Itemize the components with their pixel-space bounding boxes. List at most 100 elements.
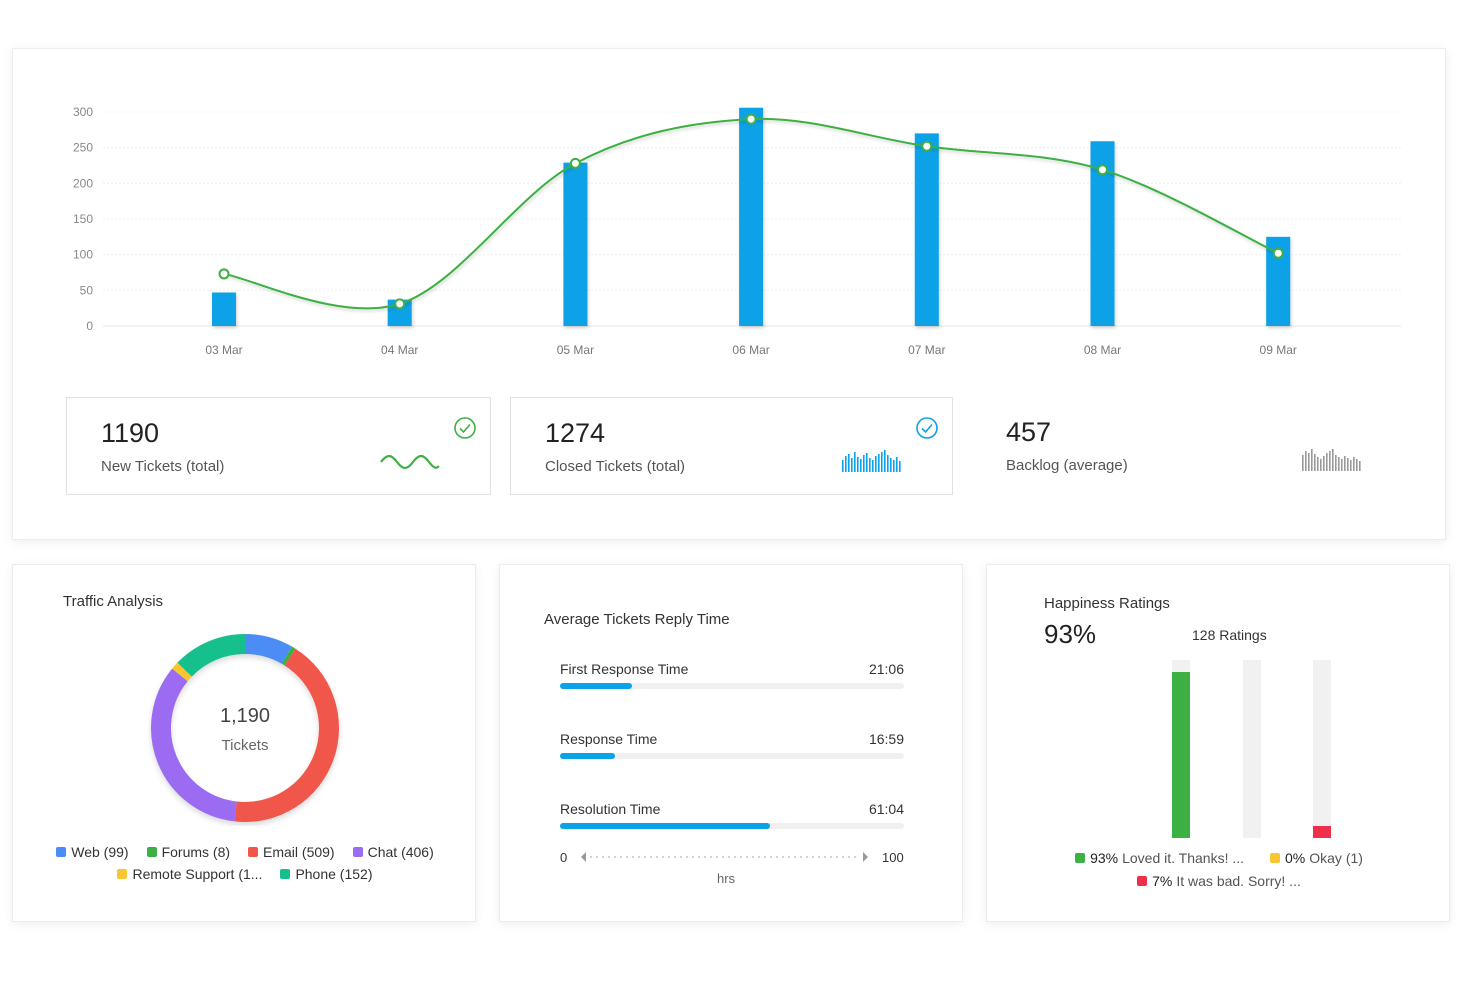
metric-value: 21:06	[868, 661, 904, 677]
donut-segment	[151, 668, 238, 822]
metric-fill	[560, 683, 633, 689]
new-tickets-sparkline-icon	[380, 454, 440, 470]
spark-bar	[1359, 461, 1361, 471]
spark-bar	[1302, 455, 1304, 471]
new-tickets-value: 1190	[101, 418, 160, 448]
x-tick-label: 07 Mar	[908, 343, 945, 357]
spark-bar	[1329, 451, 1331, 471]
scale-range-slider[interactable]	[580, 850, 870, 864]
legend-item-web[interactable]: Web (99)	[56, 844, 129, 860]
spark-bar	[1326, 453, 1328, 471]
legend-item-loved[interactable]: 93% Loved it. Thanks! ...	[1075, 850, 1244, 866]
legend-item-remote-support[interactable]: Remote Support (1...	[117, 866, 262, 882]
check-circle-icon	[454, 417, 476, 439]
donut-segment	[244, 634, 292, 665]
metric-value: 16:59	[868, 731, 904, 747]
spark-bar	[1350, 460, 1352, 471]
new-tickets-stat[interactable]: 1190 New Tickets (total)	[66, 397, 491, 495]
spark-bar	[884, 450, 886, 472]
spark-bar	[1320, 459, 1322, 471]
rating-bar-fill	[1313, 825, 1331, 838]
closed-tickets-stat[interactable]: 1274 Closed Tickets (total)	[510, 397, 953, 495]
spark-bar	[1314, 454, 1316, 471]
legend-label: Forums (8)	[161, 844, 231, 860]
spark-bar	[1308, 453, 1310, 471]
backlog-sparkbars-icon	[1302, 449, 1361, 471]
closed-tickets-sparkbars-icon	[842, 450, 901, 472]
legend-item-forums[interactable]: Forums (8)	[146, 844, 231, 860]
metric-fill	[560, 753, 616, 759]
spark-bar	[866, 453, 868, 472]
spark-bar	[860, 459, 862, 472]
legend-label: Email (509)	[263, 844, 335, 860]
rating-bar-loved[interactable]	[1172, 660, 1190, 838]
spark-bar	[878, 454, 880, 472]
legend-swatch	[248, 847, 259, 857]
spark-bar	[1338, 457, 1340, 471]
ticket-trend-card: 0 50 100 150 200 250 300 03 Mar 04 Mar 05 Mar 06 M…	[12, 48, 1446, 540]
spark-bar	[1323, 456, 1325, 471]
y-tick-label: 100	[73, 248, 93, 262]
spark-bar	[1344, 456, 1346, 471]
legend-swatch	[146, 847, 157, 857]
legend-label: Okay (1)	[1309, 850, 1363, 866]
legend-item-chat[interactable]: Chat (406)	[352, 844, 434, 860]
scale-right-arrow-icon	[863, 852, 868, 862]
trend-point	[745, 113, 757, 125]
bar	[739, 107, 764, 326]
trend-point	[218, 268, 230, 280]
spark-bar	[848, 454, 850, 472]
closed-tickets-label: Closed Tickets (total)	[545, 458, 686, 475]
traffic-analysis-card: Traffic Analysis 1,190 Tickets Web (99) …	[12, 564, 476, 922]
legend-item-phone[interactable]: Phone (152)	[280, 866, 373, 882]
trend-point	[921, 140, 933, 152]
trend-point	[569, 157, 581, 169]
legend-swatch	[1137, 876, 1148, 886]
metric-name: Resolution Time	[560, 801, 661, 817]
scale-min-label: 0	[560, 850, 568, 865]
spark-bar	[863, 455, 865, 472]
spark-bar	[851, 458, 853, 472]
trend-point	[394, 298, 406, 310]
x-tick-label: 06 Mar	[732, 343, 769, 357]
rating-bar-okay[interactable]	[1243, 660, 1261, 838]
spark-bar	[893, 460, 895, 472]
backlog-value: 457	[1006, 417, 1052, 447]
spark-bar	[1311, 449, 1313, 471]
legend-percent: 93%	[1090, 850, 1119, 866]
happiness-ratings-title: Happiness Ratings	[1044, 595, 1170, 612]
check-circle-icon	[916, 417, 938, 439]
spark-bar	[869, 458, 871, 472]
legend-item-email[interactable]: Email (509)	[248, 844, 335, 860]
donut-segment	[172, 662, 192, 682]
legend-label: Chat (406)	[367, 844, 434, 860]
bar	[212, 292, 236, 326]
legend-label: Phone (152)	[295, 866, 373, 882]
trend-point	[1272, 247, 1284, 259]
scale-max-label: 100	[882, 850, 904, 865]
traffic-donut-chart	[151, 634, 339, 822]
traffic-legend-row-2: Remote Support (1... Phone (152)	[13, 866, 477, 882]
spark-bar	[845, 456, 847, 472]
legend-item-okay[interactable]: 0% Okay (1)	[1270, 850, 1363, 866]
y-tick-label: 300	[73, 105, 93, 119]
backlog-stat[interactable]: 457 Backlog (average)	[973, 397, 1413, 495]
x-tick-label: 04 Mar	[381, 343, 418, 357]
rating-bar-bad[interactable]	[1313, 660, 1331, 838]
spark-bar	[1347, 458, 1349, 471]
donut-segment	[177, 634, 246, 677]
spark-bar	[857, 457, 859, 472]
metric-track	[560, 753, 904, 759]
reply-time-card: Average Tickets Reply Time First Respons…	[499, 564, 963, 922]
spark-bar	[1353, 457, 1355, 471]
legend-percent: 0%	[1285, 850, 1306, 866]
happiness-ratings-card: Happiness Ratings 93% 128 Ratings 93% Lov…	[986, 564, 1450, 922]
reply-time-title: Average Tickets Reply Time	[544, 611, 730, 628]
spark-bar	[1356, 459, 1358, 471]
scale-unit-label: hrs	[716, 871, 736, 886]
metric-track	[560, 823, 904, 829]
legend-item-bad[interactable]: 7% It was bad. Sorry! ...	[1137, 873, 1301, 889]
legend-percent: 7%	[1152, 873, 1173, 889]
x-tick-label: 05 Mar	[557, 343, 594, 357]
spark-bar	[896, 457, 898, 472]
